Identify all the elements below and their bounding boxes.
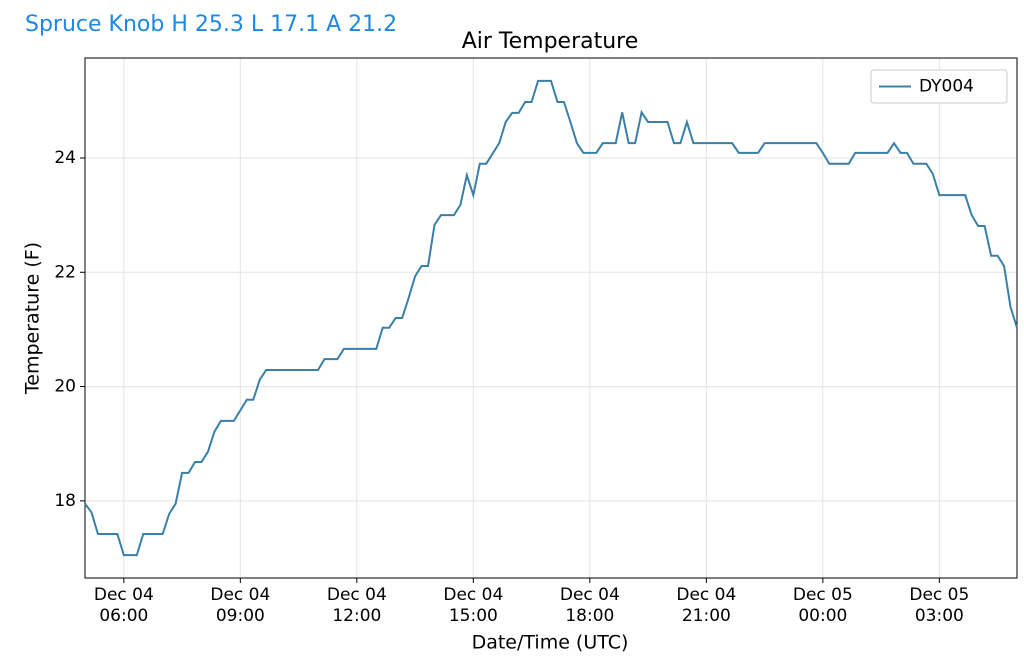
station-header: Spruce Knob H 25.3 L 17.1 A 21.2: [25, 12, 398, 37]
chart-title: Air Temperature: [462, 29, 639, 54]
x-tick-label: Dec 04 12:00: [326, 585, 387, 626]
y-axis-label: Temperature (F): [22, 242, 44, 395]
x-tick-label: Dec 05 00:00: [792, 585, 853, 626]
x-tick-label: Dec 04 06:00: [93, 585, 154, 626]
y-tick-label: 24: [54, 148, 76, 168]
y-tick-label: 18: [54, 491, 76, 511]
x-axis-label: Date/Time (UTC): [472, 632, 629, 654]
legend-box: [870, 69, 1008, 104]
y-tick-label: 22: [54, 262, 76, 282]
legend-label: DY004: [919, 77, 974, 97]
plot-frame: [84, 57, 1018, 579]
x-tick-label: Dec 05 03:00: [909, 585, 970, 626]
x-tick-label: Dec 04 21:00: [676, 585, 737, 626]
x-tick-label: Dec 04 15:00: [443, 585, 504, 626]
x-tick-label: Dec 04 18:00: [559, 585, 620, 626]
x-tick-label: Dec 04 09:00: [210, 585, 271, 626]
data-line: [84, 79, 1018, 557]
y-tick-label: 20: [54, 377, 76, 397]
